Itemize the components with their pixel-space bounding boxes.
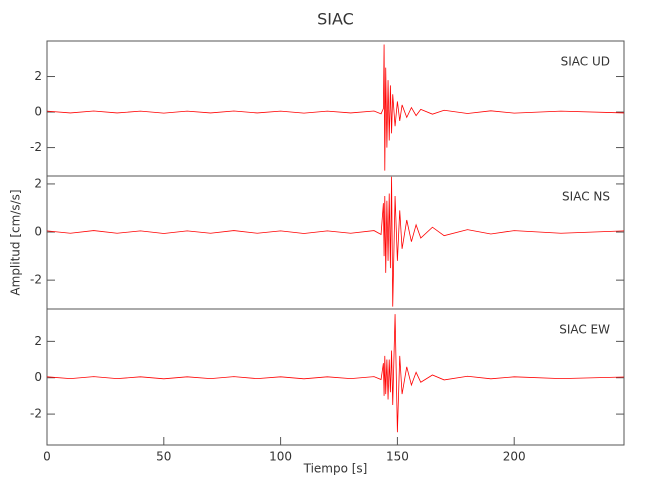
y-tick-label: 2: [34, 334, 42, 348]
x-tick-label: 50: [156, 450, 171, 464]
y-axis-label: Amplitud [cm/s/s]: [9, 189, 23, 295]
y-tick-label: 2: [34, 69, 42, 83]
panel-frame: [46, 175, 625, 310]
y-tick-label: 0: [34, 105, 42, 119]
x-tick-label: 100: [269, 450, 292, 464]
y-tick-label: -2: [30, 273, 42, 287]
x-tick-label: 150: [386, 450, 409, 464]
y-tick-label: 2: [34, 176, 42, 190]
waveform: [46, 44, 625, 171]
y-tick-label: -2: [30, 140, 42, 154]
waveform: [46, 314, 625, 433]
x-tick-label: 0: [43, 450, 51, 464]
channel-label: SIAC NS: [562, 190, 610, 204]
y-tick-label: -2: [30, 407, 42, 421]
channel-label: SIAC EW: [559, 323, 610, 337]
y-tick-label: 0: [34, 370, 42, 384]
waveform: [46, 176, 625, 307]
channel-label: SIAC UD: [561, 55, 610, 69]
x-tick-label: 200: [503, 450, 526, 464]
x-axis-label: Tiempo [s]: [303, 462, 368, 476]
panel-frame: [46, 40, 625, 177]
y-tick-label: 0: [34, 225, 42, 239]
chart-title: SIAC: [317, 10, 354, 29]
